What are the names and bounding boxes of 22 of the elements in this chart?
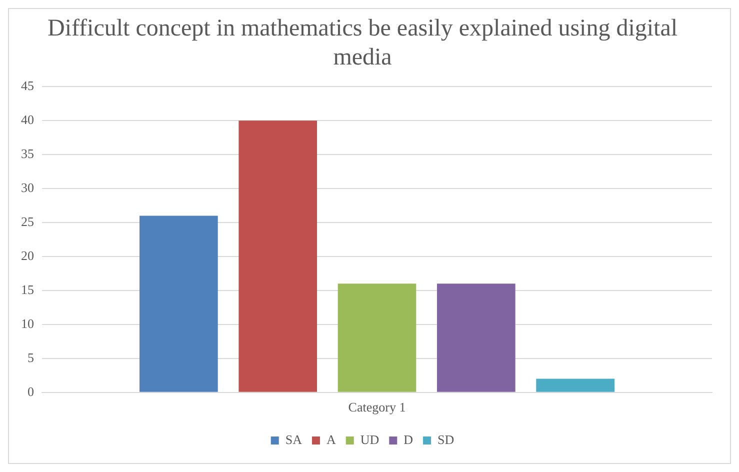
y-tick-label: 40 xyxy=(21,112,34,127)
y-tick-label: 5 xyxy=(28,350,34,365)
legend-label: UD xyxy=(360,432,380,447)
legend-label: D xyxy=(404,432,414,447)
y-tick-label: 25 xyxy=(21,214,34,229)
bar xyxy=(338,284,416,392)
y-tick-label: 15 xyxy=(21,282,34,297)
y-tick-label: 45 xyxy=(21,78,34,94)
bar xyxy=(536,378,614,392)
y-tick-label: 30 xyxy=(21,180,34,195)
x-tick-label: Category 1 xyxy=(348,400,406,415)
y-tick-label: 0 xyxy=(28,384,34,399)
y-tick-label: 10 xyxy=(21,316,34,331)
y-tick-label: 20 xyxy=(21,248,34,263)
chart-title: Difficult concept in mathematics be easily explained using digital media xyxy=(47,16,678,70)
y-tick-label: 35 xyxy=(21,146,34,161)
legend-label: SA xyxy=(285,432,303,447)
bar xyxy=(436,284,516,392)
bar xyxy=(238,120,318,392)
legend-label: A xyxy=(326,432,336,447)
legend-label: SD xyxy=(438,432,454,447)
bar xyxy=(140,216,218,392)
